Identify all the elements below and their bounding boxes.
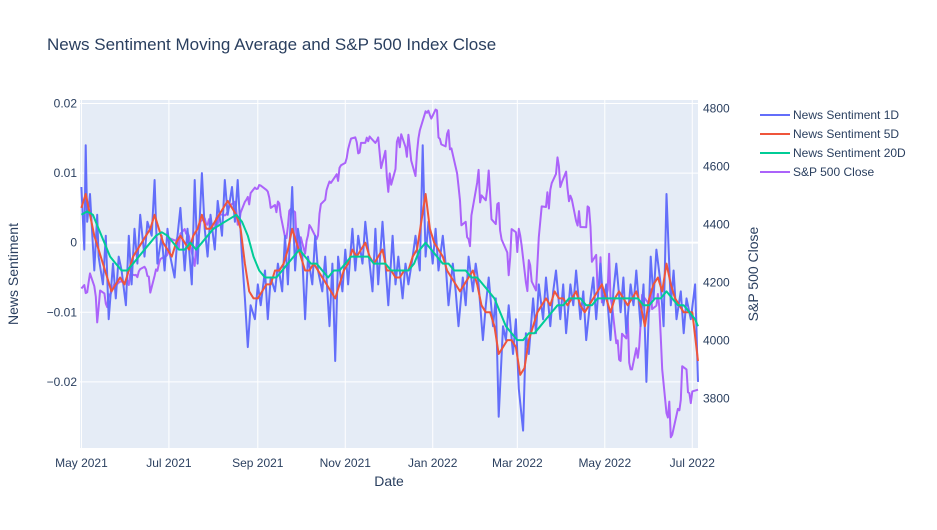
y-tick-label: −0.01 [47, 305, 78, 319]
legend-item-news-sentiment-1d[interactable]: News Sentiment 1D [760, 108, 899, 122]
legend-label: News Sentiment 20D [793, 146, 906, 160]
y2-axis-title: S&P 500 Close [745, 226, 761, 321]
series-lines [80, 108, 699, 439]
y2-tick-label: 4400 [703, 218, 730, 232]
plot-area [80, 100, 698, 448]
legend[interactable]: News Sentiment 1D News Sentiment 5D News S… [760, 108, 906, 179]
y2-tick-label: 4200 [703, 276, 730, 290]
axis-tick-labels: May 2021 Jul 2021 Sep 2021 Nov 2021 Jan 2022… [47, 96, 730, 469]
series-line-news-sentiment-20d [80, 210, 699, 342]
x-tick-label: Jan 2022 [408, 456, 458, 470]
legend-label: S&P 500 Close [793, 165, 874, 179]
y-tick-label: 0.01 [54, 166, 78, 180]
series-line-news-sentiment-5d [80, 193, 699, 376]
y2-tick-label: 4800 [703, 102, 730, 116]
y2-tick-label: 3800 [703, 392, 730, 406]
legend-label: News Sentiment 5D [793, 127, 899, 141]
legend-label: News Sentiment 1D [793, 108, 899, 122]
y-tick-label: −0.02 [47, 375, 78, 389]
x-tick-label: Mar 2022 [492, 456, 543, 470]
y-tick-label: 0 [70, 236, 77, 250]
y2-tick-label: 4000 [703, 334, 730, 348]
legend-item-s-p-500-close[interactable]: S&P 500 Close [760, 165, 874, 179]
x-tick-label: Sep 2021 [232, 456, 284, 470]
y-axis-title: News Sentiment [5, 223, 21, 325]
x-axis-title: Date [374, 473, 404, 489]
legend-item-news-sentiment-20d[interactable]: News Sentiment 20D [760, 146, 906, 160]
legend-item-news-sentiment-5d[interactable]: News Sentiment 5D [760, 127, 899, 141]
x-tick-label: Jul 2022 [670, 456, 716, 470]
y-tick-label: 0.02 [54, 96, 78, 110]
x-tick-label: May 2021 [55, 456, 108, 470]
series-line-s-p-500-close [80, 108, 699, 439]
x-tick-label: May 2022 [578, 456, 631, 470]
x-tick-label: Jul 2021 [146, 456, 192, 470]
chart-title: News Sentiment Moving Average and S&P 50… [47, 35, 496, 54]
x-tick-label: Nov 2021 [320, 456, 372, 470]
y2-tick-label: 4600 [703, 160, 730, 174]
